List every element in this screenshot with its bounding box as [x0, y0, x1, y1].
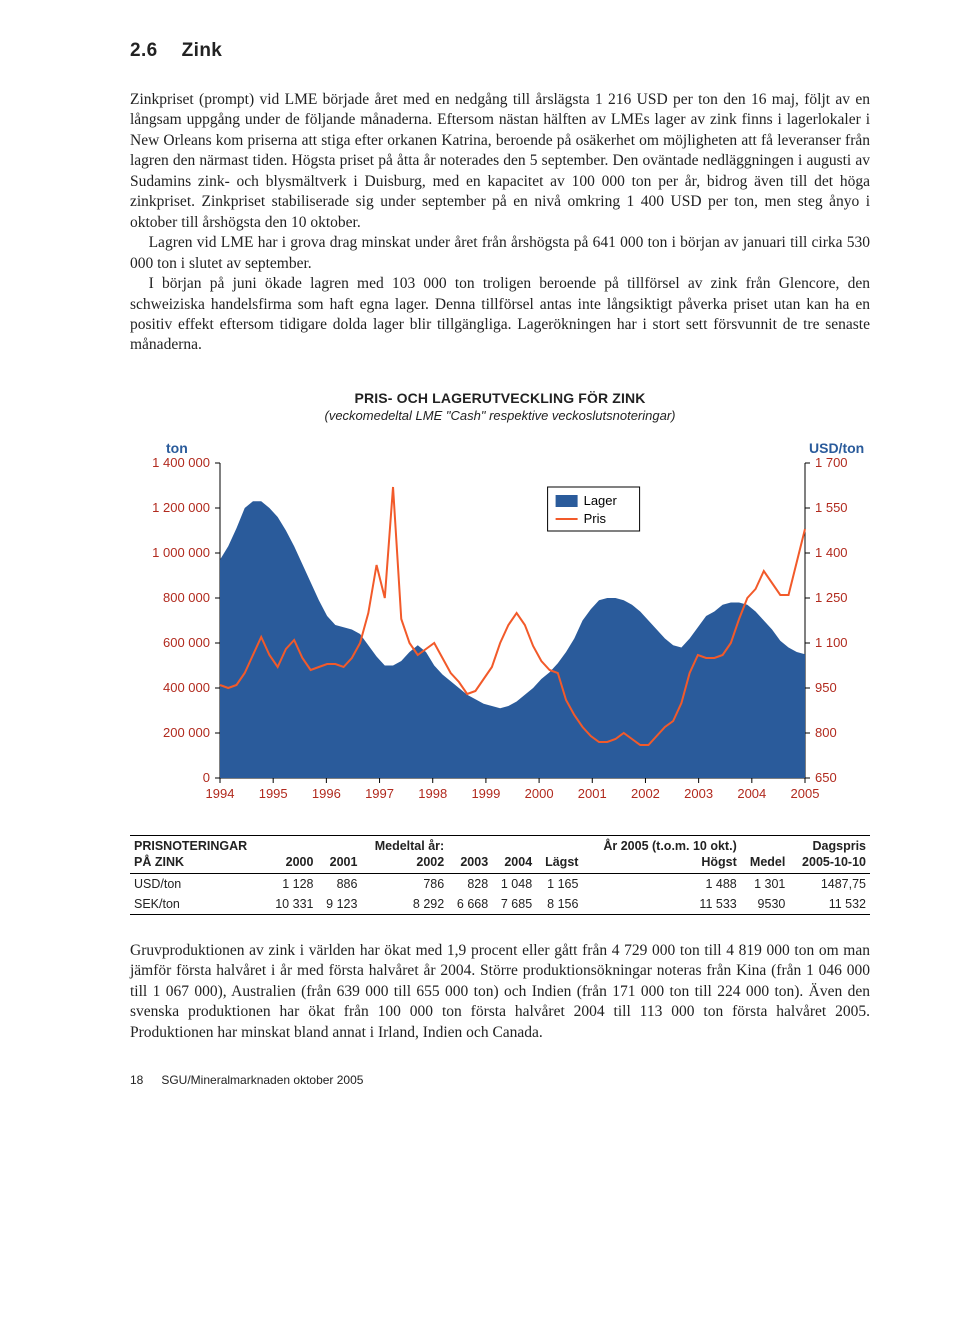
svg-text:2000: 2000	[525, 786, 554, 801]
svg-text:Pris: Pris	[584, 511, 607, 526]
table-col: 2001	[317, 855, 361, 874]
table-cell: 7 685	[492, 894, 536, 915]
table-col: 2004	[492, 855, 536, 874]
svg-text:2005: 2005	[791, 786, 820, 801]
chart-canvas: 1 400 000 1 200 000 1 000 000 800 000 600 00…	[130, 433, 870, 813]
svg-text:1 700: 1 700	[815, 455, 848, 470]
chart-title: PRIS- OCH LAGERUTVECKLING FÖR ZINK	[130, 390, 870, 406]
svg-text:1996: 1996	[312, 786, 341, 801]
svg-text:1 100: 1 100	[815, 635, 848, 650]
page-number: 18	[130, 1073, 158, 1087]
price-table: PRISNOTERINGAR Medeltal år: År 2005 (t.o…	[130, 835, 870, 915]
table-cell: 11 533	[582, 894, 740, 915]
svg-text:200 000: 200 000	[163, 725, 210, 740]
table-label-line2: PÅ ZINK	[130, 855, 266, 874]
table-cell: 8 292	[361, 894, 448, 915]
table-col: Högst	[582, 855, 740, 874]
svg-text:800 000: 800 000	[163, 590, 210, 605]
table-cell: 1 165	[536, 873, 582, 894]
table-cell: 886	[317, 873, 361, 894]
svg-text:1 400: 1 400	[815, 545, 848, 560]
svg-text:2004: 2004	[737, 786, 766, 801]
svg-text:1 550: 1 550	[815, 500, 848, 515]
table-col: 2000	[266, 855, 318, 874]
svg-text:2002: 2002	[631, 786, 660, 801]
footer-caption: SGU/Mineralmarknaden oktober 2005	[161, 1073, 363, 1087]
table-cell: 6 668	[448, 894, 492, 915]
table-col: 2002	[361, 855, 448, 874]
page-footer: 18 SGU/Mineralmarknaden oktober 2005	[130, 1073, 870, 1087]
svg-text:2001: 2001	[578, 786, 607, 801]
svg-text:1 000 000: 1 000 000	[152, 545, 210, 560]
table-cell: 1 128	[266, 873, 318, 894]
table-col: Medel	[741, 855, 790, 874]
svg-text:1999: 1999	[471, 786, 500, 801]
table-cell: 10 331	[266, 894, 318, 915]
svg-text:400 000: 400 000	[163, 680, 210, 695]
table-cell: 828	[448, 873, 492, 894]
svg-text:650: 650	[815, 770, 837, 785]
table-cell: 8 156	[536, 894, 582, 915]
chart-subtitle: (veckomedeltal LME "Cash" respektive vec…	[130, 408, 870, 423]
paragraph: Gruvproduktionen av zink i världen har ö…	[130, 941, 870, 1043]
table-cell: 1 048	[492, 873, 536, 894]
svg-text:USD/ton: USD/ton	[809, 440, 864, 456]
svg-text:1 250: 1 250	[815, 590, 848, 605]
table-cell: 9530	[741, 894, 790, 915]
paragraph: Lagren vid LME har i grova drag minskat …	[130, 233, 870, 274]
paragraph: Zinkpriset (prompt) vid LME började året…	[130, 90, 870, 233]
svg-text:950: 950	[815, 680, 837, 695]
table-cell: 11 532	[789, 894, 870, 915]
table-cell: 1487,75	[789, 873, 870, 894]
svg-text:0: 0	[203, 770, 210, 785]
svg-text:1 200 000: 1 200 000	[152, 500, 210, 515]
table-col: 2005-10-10	[789, 855, 870, 874]
svg-text:1 400 000: 1 400 000	[152, 455, 210, 470]
section-heading: 2.6 Zink	[130, 40, 870, 62]
table-cell: 786	[361, 873, 448, 894]
table-cell: 1 301	[741, 873, 790, 894]
svg-text:ton: ton	[166, 440, 188, 456]
svg-text:1998: 1998	[418, 786, 447, 801]
svg-text:1997: 1997	[365, 786, 394, 801]
paragraph: I början på juni ökade lagren med 103 00…	[130, 274, 870, 356]
table-row-label: SEK/ton	[130, 894, 266, 915]
section-title: Zink	[182, 40, 223, 61]
svg-text:600 000: 600 000	[163, 635, 210, 650]
svg-text:1994: 1994	[206, 786, 235, 801]
section-number: 2.6	[130, 40, 176, 62]
table-col: 2003	[448, 855, 492, 874]
svg-text:2003: 2003	[684, 786, 713, 801]
table-cell: 9 123	[317, 894, 361, 915]
svg-text:800: 800	[815, 725, 837, 740]
table-row-label: USD/ton	[130, 873, 266, 894]
svg-text:1995: 1995	[259, 786, 288, 801]
table-ar2005-label: År 2005 (t.o.m. 10 okt.)	[582, 835, 740, 855]
table-col: Lägst	[536, 855, 582, 874]
svg-text:Lager: Lager	[584, 493, 618, 508]
table-dagspris-label: Dagspris	[789, 835, 870, 855]
table-medeltal-label: Medeltal år:	[361, 835, 448, 855]
table-cell: 1 488	[582, 873, 740, 894]
table-label-line1: PRISNOTERINGAR	[130, 835, 266, 855]
zinc-chart: 1 400 000 1 200 000 1 000 000 800 000 600 00…	[130, 433, 870, 813]
